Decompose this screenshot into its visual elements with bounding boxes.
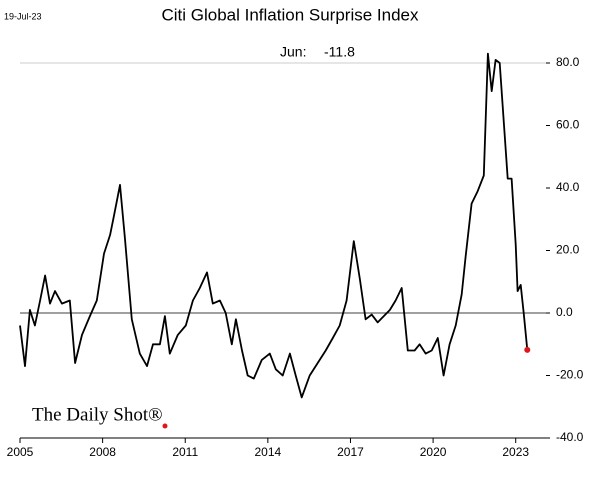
x-tick-label: 2020	[420, 445, 447, 459]
logo-dot	[162, 423, 168, 429]
series-line	[19, 52, 529, 399]
y-tick-label: 40.0	[556, 180, 580, 194]
chart-title: Citi Global Inflation Surprise Index	[161, 5, 419, 24]
y-tick-label: -20.0	[556, 368, 584, 382]
y-tick-label: 80.0	[556, 55, 580, 69]
date-label: 19-Jul-23	[4, 11, 42, 21]
x-tick-label: 2014	[255, 445, 282, 459]
annotation-label: Jun:	[280, 44, 306, 60]
x-tick-label: 2011	[172, 445, 198, 459]
x-tick-label: 2023	[502, 445, 529, 459]
last-point	[524, 346, 531, 353]
x-tick-label: 2008	[89, 445, 116, 459]
y-tick-label: -40.0	[556, 430, 584, 444]
x-tick-label: 2017	[337, 445, 364, 459]
x-tick-label: 2005	[7, 445, 34, 459]
y-tick-label: 20.0	[556, 243, 580, 257]
annotation-value: -11.8	[324, 44, 355, 60]
y-tick-label: 60.0	[556, 118, 580, 132]
y-tick-label: 0.0	[556, 305, 573, 319]
source-logo: The Daily Shot®	[32, 404, 163, 425]
